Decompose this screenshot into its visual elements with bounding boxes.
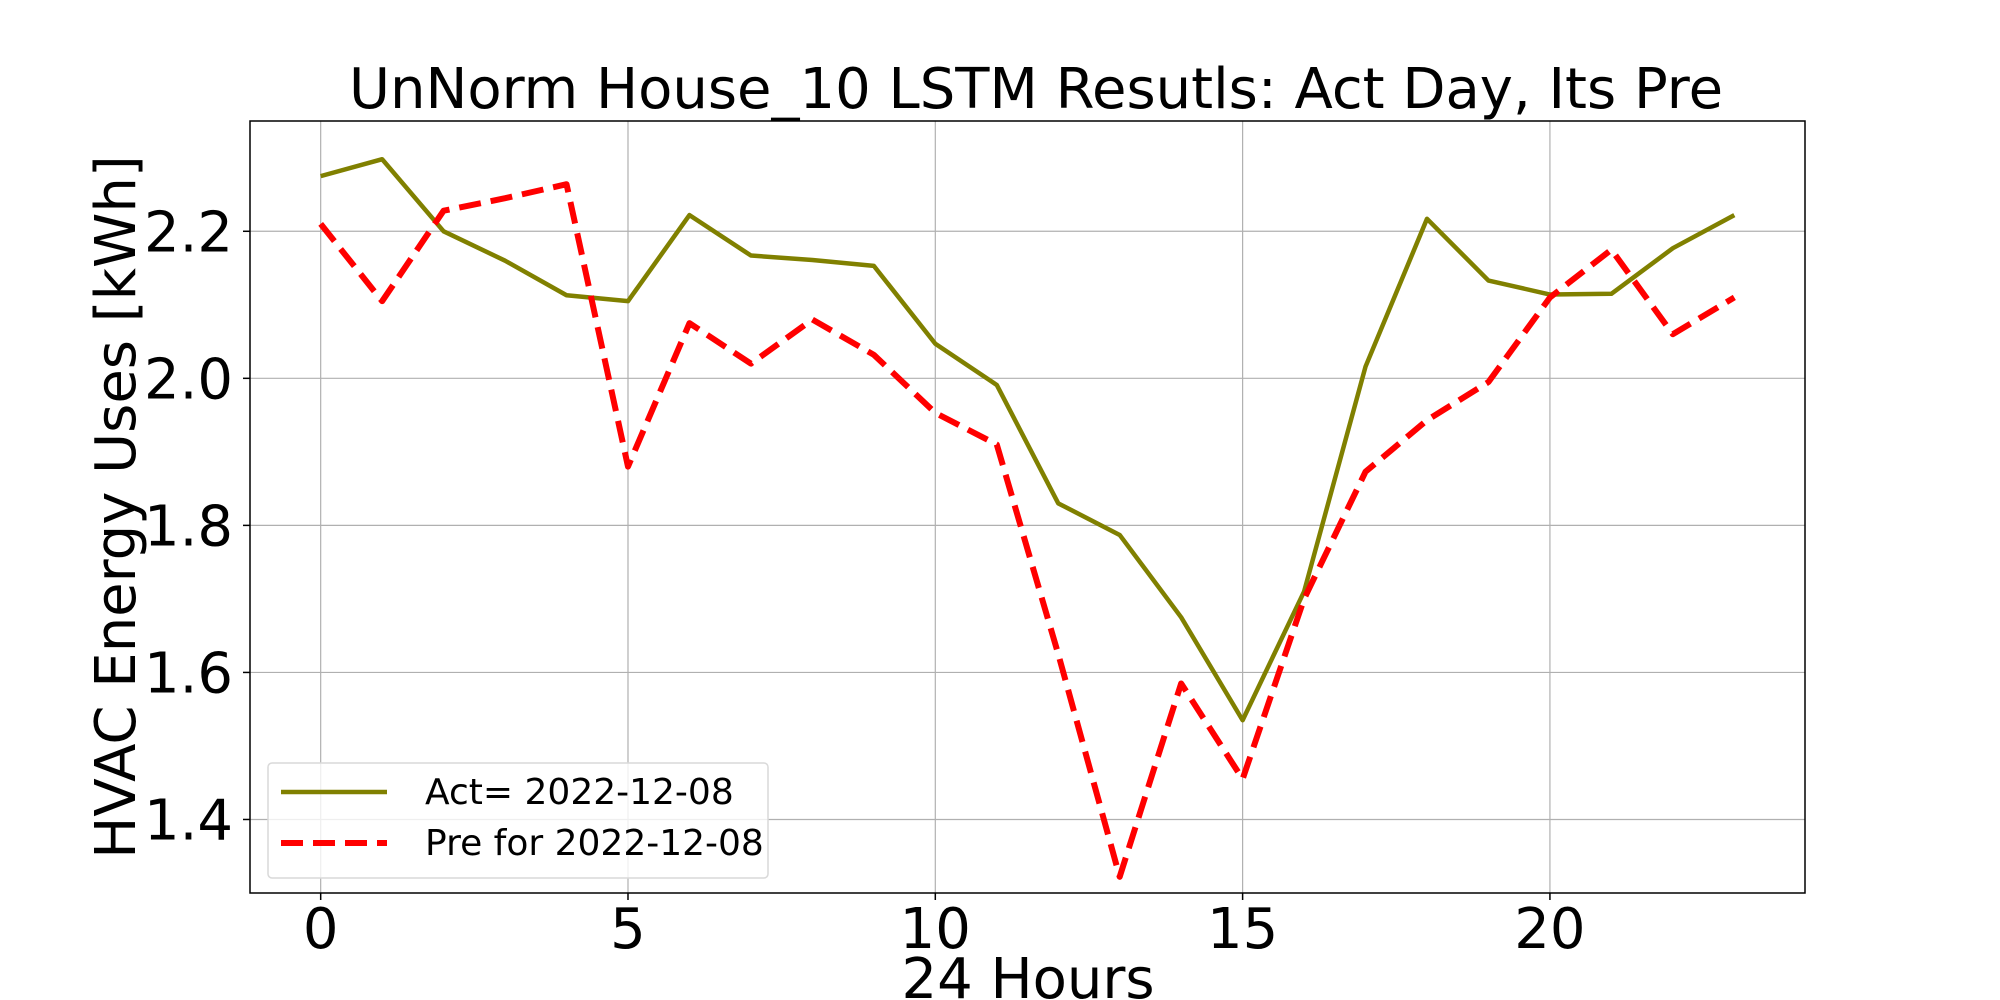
y-tick-label: 1.6 xyxy=(144,641,233,706)
x-axis-label: 24 Hours xyxy=(901,947,1154,1000)
x-axis-ticks: 0 5 10 15 20 xyxy=(303,893,1586,962)
series-line-act xyxy=(320,156,1736,723)
legend: Act= 2022-12-08 Pre for 2022-12-08 xyxy=(267,762,769,879)
x-tick-label: 15 xyxy=(1207,897,1278,962)
legend-box xyxy=(267,762,769,879)
y-axis-label: HVAC Energy Uses [kWh] xyxy=(84,155,149,859)
y-tick-label: 1.4 xyxy=(144,788,233,853)
x-tick-label: 10 xyxy=(900,897,971,962)
chart-title: UnNorm House_10 LSTM Resutls: Act Day, I… xyxy=(349,57,1723,122)
y-tick-label: 2.0 xyxy=(144,347,233,412)
plot-frame xyxy=(249,120,1806,894)
x-tick-label: 20 xyxy=(1514,897,1585,962)
legend-label-pre: Pre for 2022-12-08 xyxy=(425,823,764,864)
legend-label-act: Act= 2022-12-08 xyxy=(425,772,734,813)
y-tick-label: 2.2 xyxy=(144,200,233,265)
x-tick-label: 0 xyxy=(303,897,339,962)
series-line-pre xyxy=(318,181,1736,880)
y-axis-ticks: 1.4 1.6 1.8 2.0 2.2 xyxy=(144,200,250,853)
y-tick-label: 1.8 xyxy=(144,494,233,559)
x-tick-label: 5 xyxy=(610,897,646,962)
series-lines xyxy=(318,156,1736,880)
